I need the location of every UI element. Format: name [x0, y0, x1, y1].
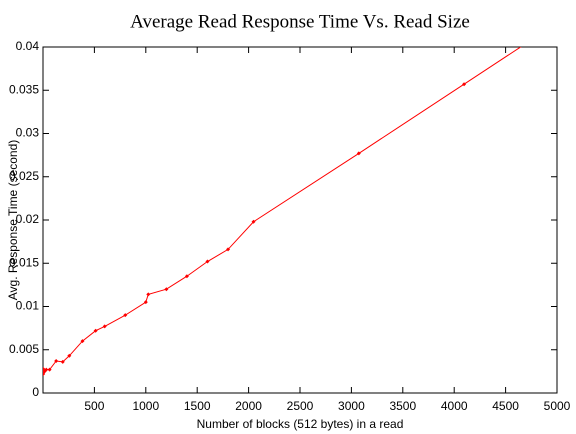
x-tick-label: 4000: [441, 399, 468, 413]
point: [251, 219, 256, 224]
x-tick-label: 500: [84, 399, 104, 413]
point: [54, 358, 59, 363]
plot-area: [43, 13, 571, 376]
x-tick-label: 2000: [235, 399, 262, 413]
point: [67, 353, 72, 358]
y-tick-label: 0.01: [16, 299, 40, 313]
y-tick-label: 0.015: [9, 255, 39, 269]
plot-frame: [42, 46, 558, 394]
x-tick-label: 2500: [287, 399, 314, 413]
point: [226, 247, 231, 252]
x-tick-label: 3500: [389, 399, 416, 413]
point: [143, 300, 148, 305]
point: [462, 82, 467, 87]
x-tick-label: 4500: [492, 399, 519, 413]
chart-title: Average Read Response Time Vs. Read Size: [130, 11, 470, 32]
y-tick-label: 0.04: [16, 39, 40, 53]
point: [80, 339, 85, 344]
line: [43, 47, 522, 375]
y-tick-label: 0.02: [16, 212, 40, 226]
point: [44, 367, 49, 372]
y-tick-label: 0.03: [16, 126, 40, 140]
y-tick-label: 0.025: [9, 169, 39, 183]
y-tick-label: 0: [32, 385, 39, 399]
x-tick-label: 1000: [132, 399, 159, 413]
point: [184, 274, 189, 279]
point: [60, 359, 65, 364]
point: [93, 328, 98, 333]
y-tick-label: 0.005: [9, 342, 39, 356]
x-tick-label: 1500: [184, 399, 211, 413]
point: [356, 151, 361, 156]
y-tick-label: 0.035: [9, 82, 39, 96]
point: [47, 367, 52, 372]
point: [205, 259, 210, 264]
x-tick-label: 3000: [338, 399, 365, 413]
point: [102, 324, 107, 329]
point: [43, 369, 47, 374]
point: [146, 292, 151, 297]
point: [123, 313, 128, 318]
point: [164, 287, 169, 292]
x-axis-label: Number of blocks (512 bytes) in a read: [197, 417, 404, 431]
y-axis-label: Avg. Response Time (second): [6, 140, 20, 301]
x-tick-label: 5000: [544, 399, 571, 413]
point: [567, 13, 571, 17]
